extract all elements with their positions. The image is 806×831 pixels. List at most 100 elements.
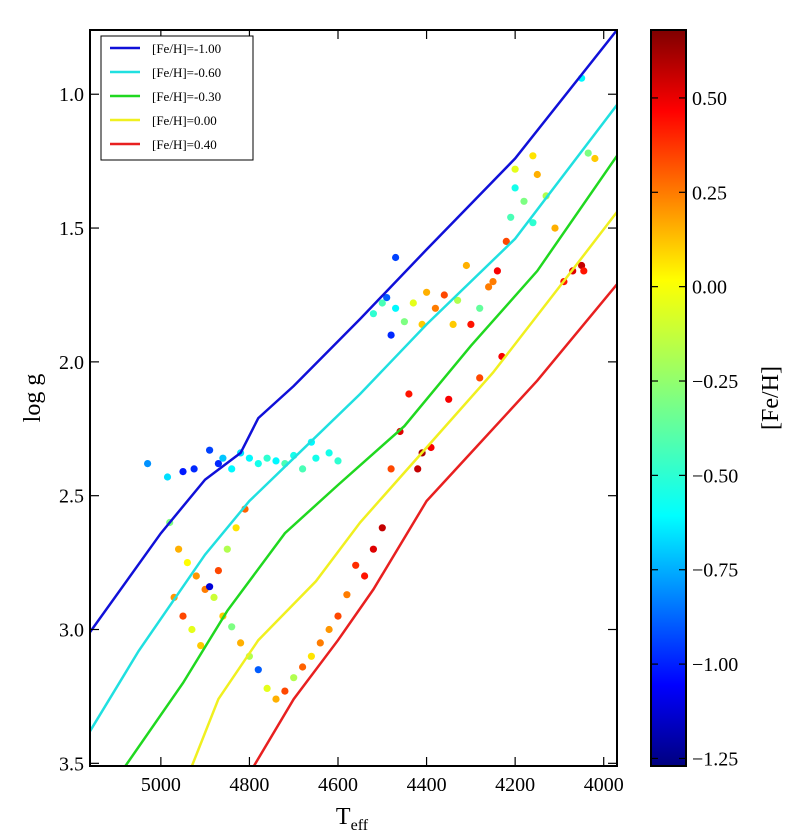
y-tick-label-5: 3.5 (59, 753, 84, 775)
scatter-point-49 (580, 267, 588, 275)
scatter-point-37 (493, 267, 501, 275)
scatter-point-1 (163, 473, 172, 481)
x-tick-label-3: 4400 (407, 774, 447, 796)
x-axis-title-subscript: eff (351, 817, 369, 831)
scatter-point-24 (378, 299, 386, 307)
scatter-point-32 (449, 320, 457, 328)
scatter-point-3 (190, 465, 198, 473)
scatter-point-78 (272, 695, 280, 703)
colorbar-tick-label-4: −0.50 (692, 465, 738, 487)
scatter-point-69 (352, 561, 360, 569)
colorbar-tick-label-0: 0.50 (692, 88, 727, 110)
scatter-point-33 (454, 296, 462, 304)
scatter-point-41 (520, 197, 528, 205)
y-axis-title: log g (20, 374, 46, 423)
scatter-point-55 (462, 261, 470, 270)
colorbar-label: [Fe/H] (758, 366, 784, 430)
scatter-point-74 (307, 652, 315, 660)
y-tick-label-0: 1.0 (59, 84, 84, 106)
series-line-0 (90, 30, 617, 633)
scatter-point-23 (369, 310, 377, 318)
scatter-point-89 (175, 545, 183, 553)
scatter-point-76 (290, 674, 298, 682)
scatter-point-56 (489, 278, 497, 286)
scatter-point-50 (591, 154, 599, 163)
scatter-point-62 (414, 465, 422, 473)
series-line-2 (124, 155, 617, 766)
scatter-point-88 (183, 559, 191, 567)
scatter-point-27 (409, 299, 417, 307)
scatter-point-82 (237, 639, 245, 647)
scatter-point-29 (423, 288, 431, 296)
scatter-point-43 (533, 170, 541, 179)
scatter-point-40 (511, 184, 519, 192)
scatter-point-66 (378, 524, 386, 532)
scatter-point-38 (502, 237, 510, 245)
scatter-point-65 (387, 465, 395, 473)
scatter-point-51 (584, 149, 592, 157)
scatter-point-75 (299, 663, 307, 671)
series-line-3 (190, 211, 617, 766)
scatter-point-68 (361, 572, 369, 580)
colorbar-tick-label-3: −0.25 (692, 371, 738, 393)
scatter-point-20 (392, 253, 400, 262)
scatter-point-2 (179, 468, 187, 476)
colorbar-axis: 0.50 0.25 0.00 −0.25 −0.50 −0.75 −1.00 −1.25 (651, 88, 738, 770)
scatter-point-77 (281, 687, 289, 695)
x-tick-label-4: 4200 (495, 774, 535, 796)
colorbar-tick-label-6: −1.00 (692, 654, 738, 676)
scatter-point-96 (214, 567, 222, 575)
scatter-point-22 (387, 331, 395, 339)
scatter-point-9 (245, 454, 253, 462)
scatter-point-94 (197, 642, 205, 650)
colorbar-tick-label-1: 0.25 (692, 182, 727, 204)
scatter-point-70 (343, 591, 351, 599)
colorbar-tick-label-2: 0.00 (692, 277, 727, 299)
scatter-point-85 (210, 593, 218, 602)
scatter-point-48 (578, 261, 586, 270)
legend-label-0: [Fe/H]=-1.00 (152, 41, 221, 56)
scatter-point-73 (316, 639, 324, 647)
x-tick-label-2: 4600 (318, 774, 358, 796)
isochrone-lines (90, 30, 617, 766)
y-tick-label-2: 2.0 (59, 352, 84, 374)
scatter-point-53 (529, 152, 537, 160)
legend-label-4: [Fe/H]=0.40 (152, 137, 217, 152)
y-tick-label-1: 1.5 (59, 218, 84, 240)
x-axis: 5000 4800 4600 4400 4200 4000 (141, 30, 624, 796)
scatter-point-67 (369, 545, 377, 553)
legend-label-3: [Fe/H]=0.00 (152, 113, 217, 128)
scatter-point-54 (511, 165, 519, 173)
scatter-point-34 (467, 320, 475, 328)
scatter-point-31 (440, 291, 448, 299)
y-tick-label-3: 2.5 (59, 486, 84, 508)
scatter-point-21 (383, 294, 391, 302)
scatter-point-12 (272, 457, 280, 465)
legend-label-1: [Fe/H]=-0.60 (152, 65, 221, 80)
scatter-point-36 (485, 283, 493, 291)
colorbar-tick-label-5: −0.75 (692, 560, 738, 582)
scatter-point-5 (214, 460, 222, 468)
scatter-point-72 (325, 625, 333, 634)
scatter-point-4 (206, 446, 214, 454)
colorbar-tick-label-7: −1.25 (692, 748, 738, 770)
scatter-point-25 (392, 304, 400, 312)
scatter-point-15 (312, 454, 320, 462)
scatter-point-97 (223, 545, 231, 553)
scatter-point-98 (232, 524, 240, 532)
legend-label-2: [Fe/H]=-0.30 (152, 89, 221, 104)
scatter-point-16 (299, 465, 307, 473)
scatter-point-93 (188, 625, 196, 634)
x-tick-label-0: 5000 (141, 774, 181, 796)
scatter-point-87 (192, 572, 200, 580)
scatter-point-18 (334, 457, 342, 465)
x-tick-label-5: 4000 (584, 774, 624, 796)
scatter-point-6 (219, 454, 227, 462)
series-line-4 (252, 283, 617, 766)
y-tick-label-4: 3.0 (59, 620, 84, 642)
scatter-point-10 (254, 460, 262, 468)
scatter-point-71 (334, 612, 342, 620)
scatter-point-59 (445, 395, 453, 403)
colorbar (650, 29, 687, 767)
